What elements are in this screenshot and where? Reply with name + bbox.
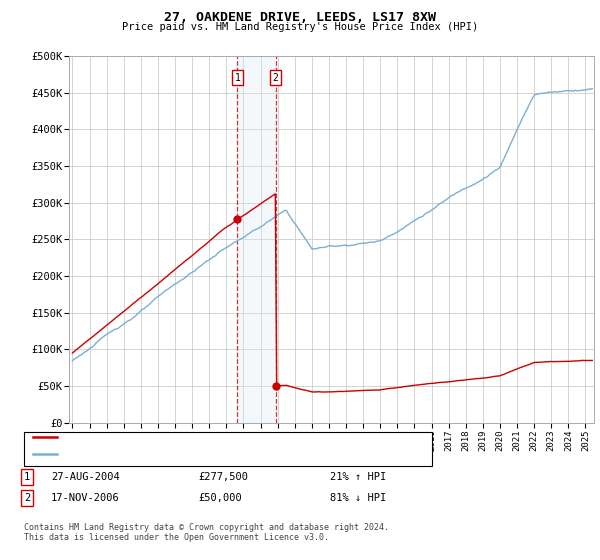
Text: £277,500: £277,500 [198,472,248,482]
Text: 27-AUG-2004: 27-AUG-2004 [51,472,120,482]
Text: 1: 1 [235,72,241,82]
Text: 2: 2 [24,493,30,503]
Text: 1: 1 [24,472,30,482]
Text: 21% ↑ HPI: 21% ↑ HPI [330,472,386,482]
Text: 27, OAKDENE DRIVE, LEEDS, LS17 8XW: 27, OAKDENE DRIVE, LEEDS, LS17 8XW [164,11,436,24]
Text: Contains HM Land Registry data © Crown copyright and database right 2024.
This d: Contains HM Land Registry data © Crown c… [24,523,389,543]
Text: £50,000: £50,000 [198,493,242,503]
Text: 27, OAKDENE DRIVE, LEEDS, LS17 8XW (detached house): 27, OAKDENE DRIVE, LEEDS, LS17 8XW (deta… [61,432,361,442]
Text: 81% ↓ HPI: 81% ↓ HPI [330,493,386,503]
Text: 2: 2 [272,72,278,82]
Text: HPI: Average price, detached house, Leeds: HPI: Average price, detached house, Leed… [61,449,302,459]
Bar [238,56,275,423]
Text: 17-NOV-2006: 17-NOV-2006 [51,493,120,503]
Text: Price paid vs. HM Land Registry's House Price Index (HPI): Price paid vs. HM Land Registry's House … [122,22,478,32]
